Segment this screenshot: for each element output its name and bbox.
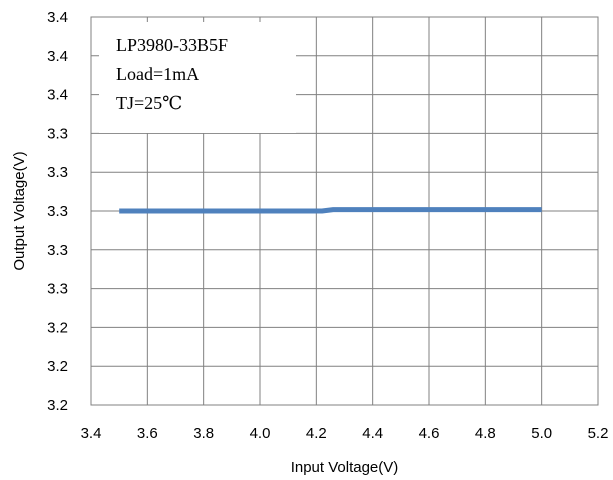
y-tick-label: 3.3 [47, 203, 68, 220]
y-tick-label: 3.2 [47, 358, 68, 375]
y-tick-label: 3.3 [47, 242, 68, 259]
y-tick-label: 3.3 [47, 164, 68, 181]
x-tick-label: 3.6 [137, 425, 158, 442]
x-tick-label: 4.4 [362, 425, 383, 442]
x-tick-label: 5.0 [531, 425, 552, 442]
plot-border [90, 16, 599, 406]
annotation-box: LP3980-33B5F Load=1mA TJ=25℃ [99, 22, 296, 133]
y-tick-label: 3.3 [47, 125, 68, 142]
y-axis-title: Output Voltage(V) [11, 151, 28, 270]
annotation-line-2: Load=1mA [116, 64, 199, 84]
x-tick-label: 5.2 [588, 425, 609, 442]
x-tick-label: 4.6 [419, 425, 440, 442]
x-tick-label: 3.8 [193, 425, 214, 442]
x-axis-title: Input Voltage(V) [291, 459, 399, 476]
series-layer [119, 207, 542, 214]
y-tick-label: 3.3 [47, 281, 68, 298]
series-line-1 [119, 207, 542, 214]
x-tick-label: 4.8 [475, 425, 496, 442]
x-tick-label: 4.2 [306, 425, 327, 442]
y-tick-label: 3.4 [47, 48, 68, 65]
annotation-line-1: LP3980-33B5F [116, 35, 228, 55]
y-tick-label: 3.2 [47, 397, 68, 414]
x-tick-labels: 3.4 3.6 3.8 4.0 4.2 4.4 4.6 4.8 5.0 5.2 [81, 425, 609, 442]
y-tick-label: 3.4 [47, 87, 68, 104]
y-tick-label: 3.4 [47, 9, 68, 26]
annotation-line-3: TJ=25℃ [116, 93, 182, 113]
x-tick-label: 4.0 [250, 425, 271, 442]
y-tick-label: 3.2 [47, 319, 68, 336]
annotation-background [99, 22, 296, 133]
y-tick-labels: 3.4 3.4 3.4 3.3 3.3 3.3 3.3 3.3 3.2 3.2 3.2 [47, 9, 68, 414]
x-tick-label: 3.4 [81, 425, 102, 442]
